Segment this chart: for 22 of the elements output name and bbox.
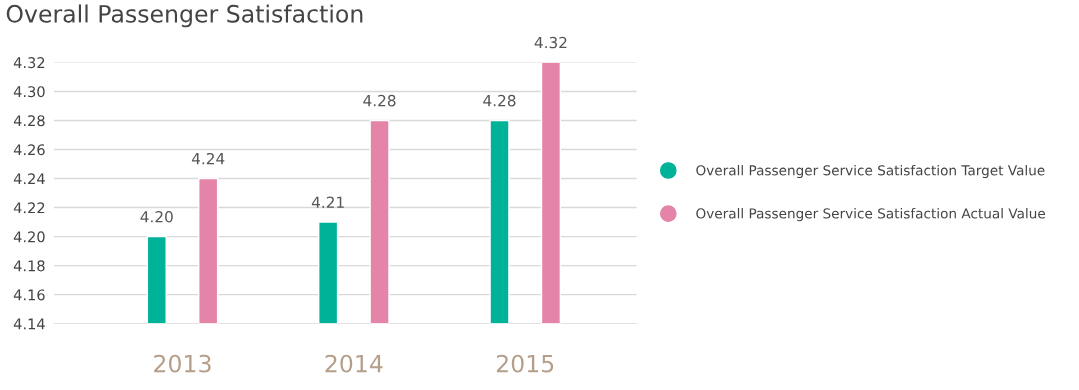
y-tick-label: 4.30 — [13, 86, 45, 98]
y-tick-label: 4.28 — [13, 115, 45, 127]
y-tick-label: 4.26 — [13, 144, 45, 156]
y-tick-label: 4.22 — [13, 202, 45, 214]
legend-label: Overall Passenger Service Satisfaction Target Value — [696, 164, 1045, 179]
y-tick-label: 4.14 — [13, 318, 45, 330]
x-tick-label: 2013 — [154, 354, 211, 373]
data-label: 4.20 — [140, 210, 173, 223]
data-label: 4.28 — [363, 94, 396, 107]
data-label: 4.28 — [483, 94, 516, 107]
data-label: 4.21 — [311, 196, 344, 208]
legend-label: Overall Passenger Service Satisfaction Actual Value — [696, 208, 1045, 222]
x-tick-label: 2014 — [325, 354, 383, 373]
y-tick-label: 4.16 — [13, 289, 45, 301]
y-tick-label: 4.20 — [13, 231, 45, 243]
data-label: 4.32 — [534, 36, 567, 49]
y-tick-label: 4.24 — [13, 173, 45, 185]
chart-title: Overall Passenger Satisfaction — [6, 4, 363, 28]
data-label: 4.24 — [191, 152, 225, 165]
x-tick-label: 2015 — [496, 354, 554, 373]
y-tick-label: 4.18 — [13, 260, 45, 272]
y-tick-label: 4.32 — [13, 57, 45, 69]
